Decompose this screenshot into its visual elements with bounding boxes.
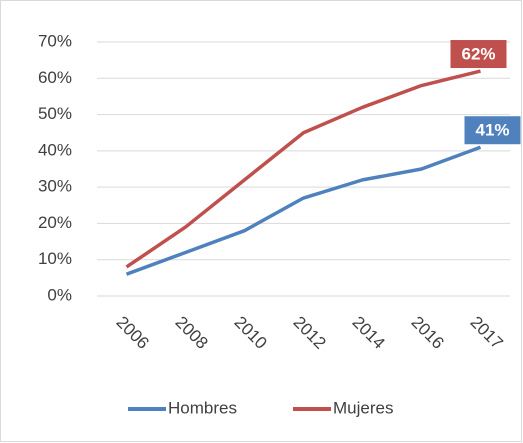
series-line [125, 69, 481, 269]
legend-label: Mujeres [333, 398, 393, 417]
y-tick-label: 40% [38, 140, 72, 159]
y-tick-label: 20% [38, 213, 72, 232]
data-label: 41% [464, 116, 521, 145]
data-label-text: 62% [461, 45, 495, 64]
y-tick-label: 70% [38, 31, 72, 50]
y-tick-label: 30% [38, 177, 72, 196]
data-label: 62% [450, 40, 507, 69]
y-tick-label: 0% [47, 285, 72, 304]
y-tick-label: 50% [38, 104, 72, 123]
legend-label: Hombres [168, 398, 237, 417]
data-label-box [450, 40, 507, 69]
series-line [125, 145, 482, 276]
y-tick-label: 60% [38, 68, 72, 87]
y-tick-label: 10% [38, 249, 72, 268]
data-label-box [464, 116, 521, 145]
data-label-text: 41% [475, 121, 509, 140]
